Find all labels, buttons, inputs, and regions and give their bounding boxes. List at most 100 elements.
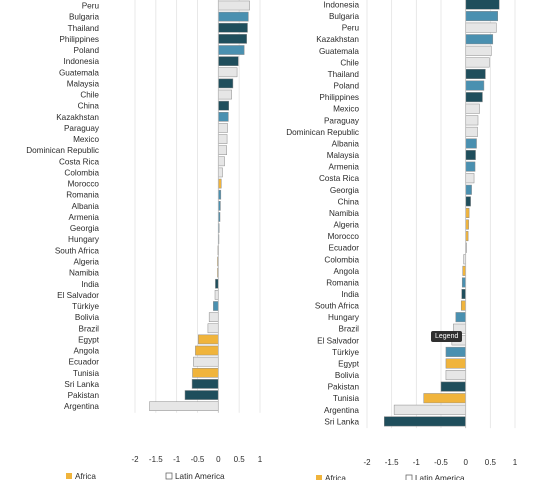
x-tick-label-0-6: 1 bbox=[258, 455, 263, 464]
legend-swatch-latin-america-0 bbox=[165, 472, 173, 480]
category-label-0-29: Brazil bbox=[79, 324, 100, 333]
bar-1-6 bbox=[465, 68, 486, 79]
bar-1-16 bbox=[465, 184, 472, 195]
bar-1-10 bbox=[465, 115, 479, 126]
bar-0-35 bbox=[184, 390, 219, 400]
category-label-1-21: Ecuador bbox=[329, 244, 360, 253]
category-label-1-26: South Africa bbox=[315, 302, 360, 311]
category-label-0-21: Hungary bbox=[68, 235, 100, 244]
category-label-1-22: Colombia bbox=[324, 255, 359, 264]
category-label-0-20: Georgia bbox=[70, 224, 100, 233]
category-label-1-33: Pakistan bbox=[328, 383, 360, 392]
bar-1-33 bbox=[440, 381, 466, 392]
bar-1-12 bbox=[465, 138, 477, 149]
bar-1-24 bbox=[461, 277, 466, 288]
category-label-1-1: Bulgaria bbox=[329, 12, 359, 21]
category-label-0-15: Colombia bbox=[64, 168, 99, 177]
legend-swatch-latin-america-1 bbox=[405, 474, 413, 480]
category-label-0-8: Chile bbox=[80, 91, 99, 100]
x-tick-label-0-0: -2 bbox=[131, 455, 139, 464]
category-label-1-17: China bbox=[338, 197, 360, 206]
bar-1-14 bbox=[465, 161, 476, 172]
bar-0-8 bbox=[218, 89, 232, 100]
category-label-0-31: Angola bbox=[74, 347, 100, 356]
legend-label-africa-1: Africa bbox=[325, 474, 346, 480]
bar-1-17 bbox=[465, 196, 471, 207]
x-tick-label-0-2: -1 bbox=[173, 455, 181, 464]
bar-1-3 bbox=[465, 34, 494, 45]
category-label-1-34: Tunisia bbox=[333, 394, 360, 403]
category-label-1-25: India bbox=[341, 290, 359, 299]
bar-1-5 bbox=[465, 57, 490, 68]
bar-0-26 bbox=[214, 290, 219, 300]
category-label-1-24: Romania bbox=[326, 278, 359, 287]
bar-1-30 bbox=[445, 346, 466, 357]
category-label-0-36: Argentina bbox=[64, 402, 99, 411]
category-label-1-23: Angola bbox=[334, 267, 360, 276]
bar-1-18 bbox=[465, 207, 470, 218]
category-label-1-14: Armenia bbox=[329, 163, 360, 172]
category-label-0-34: Sri Lanka bbox=[64, 380, 99, 389]
category-label-1-9: Mexico bbox=[333, 105, 359, 114]
bar-1-31 bbox=[445, 358, 466, 369]
bar-1-34 bbox=[423, 393, 466, 404]
category-label-0-19: Armenia bbox=[69, 213, 100, 222]
bar-0-33 bbox=[192, 367, 219, 378]
legend-swatch-africa-1 bbox=[316, 475, 322, 480]
category-label-0-12: Mexico bbox=[73, 135, 99, 144]
category-label-0-11: Paraguay bbox=[64, 124, 100, 133]
category-label-1-0: Indonesia bbox=[323, 1, 359, 10]
bar-0-32 bbox=[193, 356, 219, 367]
category-label-1-28: Brazil bbox=[339, 325, 360, 334]
category-label-0-28: Bolivia bbox=[75, 313, 100, 322]
category-label-0-33: Tunisia bbox=[73, 369, 100, 378]
bar-0-9 bbox=[218, 100, 229, 111]
category-label-1-29: El Salvador bbox=[317, 336, 359, 345]
bar-0-29 bbox=[207, 323, 219, 334]
category-label-1-31: Egypt bbox=[338, 359, 360, 368]
bar-1-15 bbox=[465, 173, 475, 184]
bar-1-27 bbox=[455, 312, 466, 323]
legend-label-latin-america-0: Latin America bbox=[175, 472, 225, 480]
category-label-0-14: Costa Rica bbox=[59, 157, 99, 166]
bar-1-13 bbox=[465, 150, 476, 161]
bar-0-28 bbox=[208, 312, 219, 322]
x-tick-label-1-6: 1 bbox=[513, 458, 518, 467]
category-label-0-4: Poland bbox=[74, 46, 100, 55]
bar-0-5 bbox=[218, 56, 239, 66]
bar-1-19 bbox=[465, 219, 469, 230]
category-label-0-26: El Salvador bbox=[57, 291, 99, 300]
category-label-0-25: India bbox=[81, 280, 99, 289]
category-label-1-3: Kazakhstan bbox=[316, 35, 359, 44]
bar-1-35 bbox=[393, 404, 466, 415]
bar-1-26 bbox=[460, 300, 466, 311]
category-label-1-13: Malaysia bbox=[327, 151, 360, 160]
x-tick-label-1-4: 0 bbox=[463, 458, 468, 467]
x-tick-label-0-1: -1.5 bbox=[149, 455, 163, 464]
bar-0-34 bbox=[191, 379, 219, 389]
bar-0-14 bbox=[218, 156, 225, 167]
category-label-1-18: Namibia bbox=[329, 209, 359, 218]
category-label-0-2: Thailand bbox=[68, 24, 100, 33]
x-tick-label-1-2: -1 bbox=[413, 458, 421, 467]
bar-0-13 bbox=[218, 145, 227, 156]
legend-label-latin-america-1: Latin America bbox=[415, 474, 465, 480]
category-label-1-32: Bolivia bbox=[335, 371, 360, 380]
category-label-1-15: Costa Rica bbox=[319, 174, 359, 183]
bar-1-23 bbox=[462, 265, 466, 276]
bar-1-36 bbox=[384, 416, 466, 427]
category-label-0-30: Egypt bbox=[78, 335, 100, 344]
category-label-0-24: Namibia bbox=[69, 269, 99, 278]
category-label-0-5: Indonesia bbox=[63, 57, 99, 66]
bar-0-27 bbox=[213, 301, 219, 311]
category-label-0-17: Romania bbox=[66, 191, 99, 200]
category-label-1-10: Paraguay bbox=[324, 116, 360, 125]
category-label-1-8: Philippines bbox=[319, 93, 359, 102]
x-tick-label-0-4: 0 bbox=[216, 455, 221, 464]
category-label-1-16: Georgia bbox=[330, 186, 360, 195]
category-label-0-27: Türkiye bbox=[72, 302, 99, 311]
bar-0-1 bbox=[218, 11, 249, 22]
category-label-1-11: Dominican Republic bbox=[286, 128, 359, 137]
category-label-1-20: Morocco bbox=[328, 232, 360, 241]
category-label-1-6: Thailand bbox=[328, 70, 360, 79]
